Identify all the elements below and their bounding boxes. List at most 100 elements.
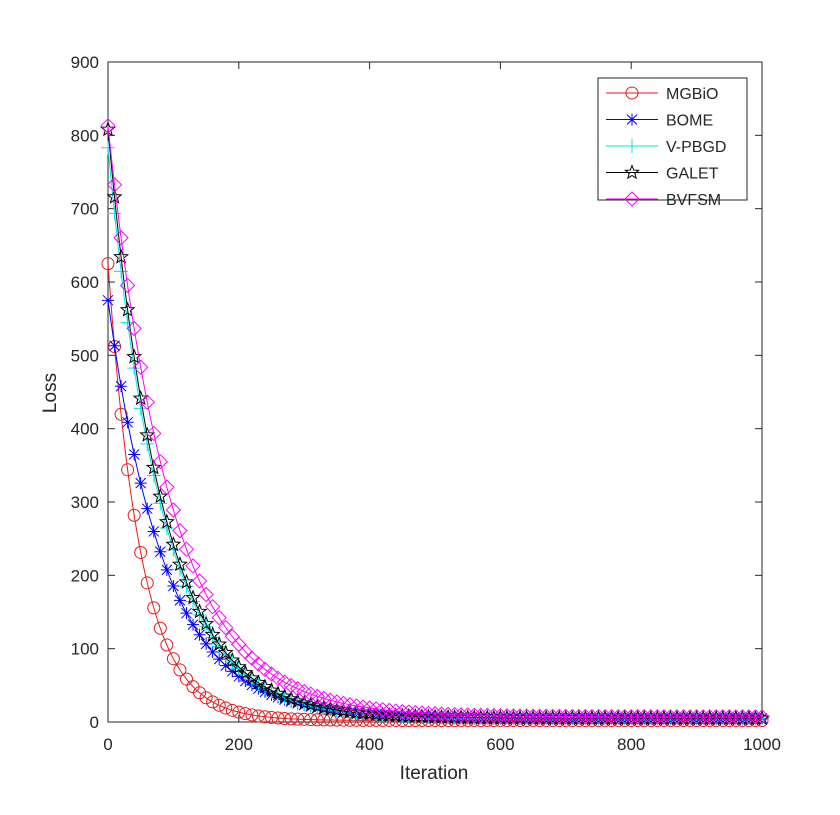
legend-label: V-PBGD <box>666 139 726 156</box>
data-point-asterisk <box>187 618 200 631</box>
data-point-diamond <box>715 709 731 725</box>
data-point-diamond <box>701 709 718 725</box>
data-point-plus <box>231 661 246 676</box>
data-point-diamond <box>139 394 155 410</box>
data-point-asterisk <box>206 645 219 658</box>
data-point-diamond <box>446 706 463 723</box>
legend: MGBiO BOME V-PBGD GALET BVFSM <box>597 77 748 209</box>
series-layer <box>100 118 770 728</box>
y-tick-label: 700 <box>71 200 99 219</box>
data-point-diamond <box>479 707 496 724</box>
data-point-circle <box>251 709 265 723</box>
data-point-pentagram <box>171 556 188 572</box>
data-point-pentagram <box>276 688 293 704</box>
data-point-diamond <box>394 703 411 720</box>
data-point-plus <box>140 436 155 451</box>
y-tick-label: 900 <box>71 53 99 72</box>
legend-label: MGBiO <box>666 86 718 103</box>
data-point-diamond <box>106 177 123 193</box>
y-tick-label: 500 <box>71 346 99 365</box>
data-point-circle <box>147 601 161 615</box>
data-point-pentagram <box>106 188 123 204</box>
legend-item: BOME <box>606 113 713 130</box>
data-point-pentagram <box>198 615 215 631</box>
data-point-pentagram <box>270 685 287 701</box>
data-point-diamond <box>440 706 456 723</box>
data-point-asterisk <box>141 502 154 515</box>
data-point-asterisk <box>213 653 226 666</box>
series-bvfsm <box>100 118 770 725</box>
data-point-diamond <box>270 670 286 687</box>
x-tick-label: 600 <box>486 735 514 754</box>
data-point-asterisk <box>232 670 245 683</box>
data-point-diamond <box>368 701 384 717</box>
data-point-asterisk <box>108 339 121 352</box>
data-point-circle <box>265 710 278 724</box>
x-tick-label: 200 <box>225 735 253 754</box>
data-point-diamond <box>335 695 352 712</box>
y-axis-label: Loss <box>40 373 61 413</box>
data-point-asterisk <box>626 113 638 126</box>
data-point-diamond <box>309 688 325 705</box>
data-point-plus <box>120 315 135 330</box>
data-point-diamond <box>407 704 424 721</box>
data-point-diamond <box>348 698 365 714</box>
data-point-diamond <box>551 708 567 725</box>
data-point-diamond <box>531 708 548 724</box>
data-point-diamond <box>191 573 208 589</box>
data-point-diamond <box>355 699 371 715</box>
data-point-pentagram <box>113 248 130 264</box>
data-point-pentagram <box>250 674 267 690</box>
data-point-diamond <box>113 230 129 246</box>
data-point-pentagram <box>624 164 640 180</box>
data-point-diamond <box>178 541 195 557</box>
data-point-asterisk <box>154 545 167 558</box>
legend-box <box>597 77 748 201</box>
data-point-asterisk <box>173 594 186 607</box>
data-point-circle <box>278 711 292 725</box>
data-point-diamond <box>682 709 698 725</box>
data-point-diamond <box>545 708 561 725</box>
data-point-diamond <box>571 708 587 725</box>
data-point-diamond <box>420 705 437 722</box>
data-point-pentagram <box>178 573 195 589</box>
data-point-circle <box>140 576 154 590</box>
data-point-circle <box>114 407 128 421</box>
data-point-pentagram <box>204 626 221 642</box>
data-point-diamond <box>636 709 652 725</box>
data-point-circle <box>238 707 252 721</box>
data-point-diamond <box>486 707 502 724</box>
data-point-diamond <box>453 707 469 723</box>
data-point-circle <box>134 545 148 559</box>
data-point-diamond <box>322 692 339 708</box>
data-point-pentagram <box>263 682 280 698</box>
data-point-diamond <box>165 502 182 518</box>
data-point-diamond <box>204 599 221 615</box>
data-point-diamond <box>433 706 450 722</box>
data-point-diamond <box>538 708 554 725</box>
data-point-diamond <box>525 708 541 724</box>
legend-label: BOME <box>666 113 713 130</box>
data-point-diamond <box>669 709 685 725</box>
data-point-diamond <box>361 700 378 716</box>
data-point-diamond <box>590 708 607 725</box>
data-point-pentagram <box>165 536 182 552</box>
data-point-diamond <box>577 708 594 725</box>
data-point-diamond <box>211 609 227 626</box>
data-point-diamond <box>100 118 116 134</box>
data-point-circle <box>166 652 180 666</box>
data-point-circle <box>193 686 207 700</box>
data-point-diamond <box>649 709 666 725</box>
data-point-diamond <box>584 708 600 725</box>
y-axis: 0 100 200 300 400 500 600 700 800 900 <box>71 53 762 732</box>
data-point-diamond <box>257 661 273 678</box>
data-point-circle <box>173 663 187 677</box>
data-point-diamond <box>459 707 476 723</box>
data-point-circle <box>121 463 135 477</box>
data-point-diamond <box>381 702 397 719</box>
data-point-asterisk <box>219 659 232 672</box>
data-point-diamond <box>708 709 724 725</box>
legend-item: MGBiO <box>606 86 718 103</box>
data-point-diamond <box>132 359 149 375</box>
